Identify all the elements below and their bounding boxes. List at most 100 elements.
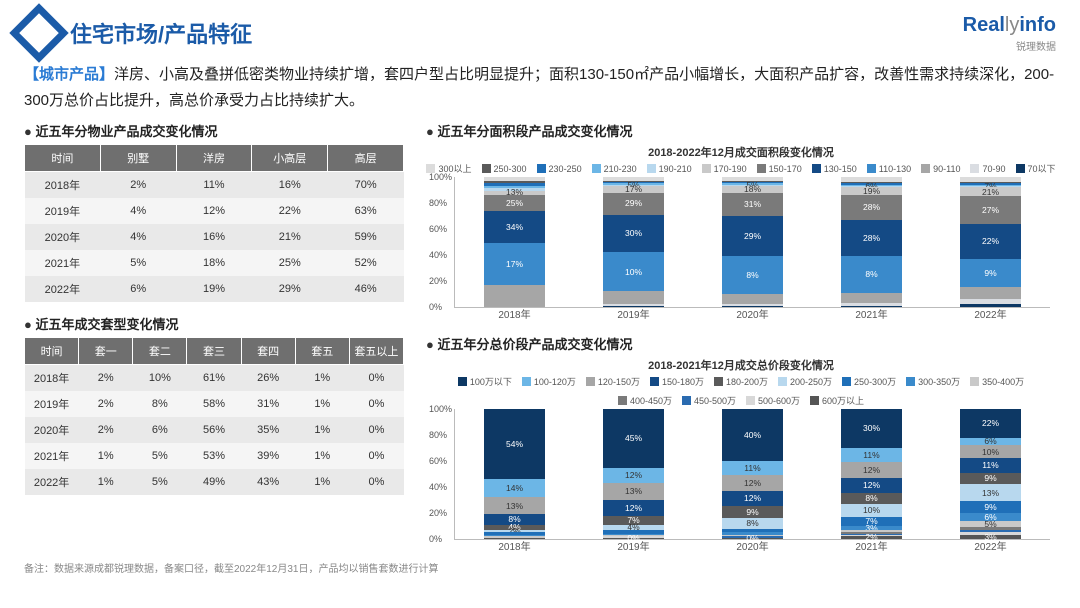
y-tick: 100% bbox=[429, 172, 452, 182]
summary-tag: 【城市产品】 bbox=[24, 66, 114, 83]
segment-label: 10% bbox=[625, 268, 642, 277]
table-cell: 2021年 bbox=[25, 250, 101, 276]
legend-item: 170-190 bbox=[702, 162, 747, 175]
segment-label: 11% bbox=[863, 451, 879, 460]
legend-swatch bbox=[970, 164, 979, 173]
segment-label: 17% bbox=[506, 260, 523, 269]
x-label: 2019年 bbox=[574, 538, 693, 553]
table-cell: 1% bbox=[295, 417, 349, 443]
table-cell: 22% bbox=[252, 198, 328, 224]
chart-column: 6%19%28%28%8%2021年 bbox=[812, 177, 931, 307]
bar-segment: 13% bbox=[960, 484, 1022, 501]
title-main: 住宅市场 bbox=[70, 22, 158, 47]
stacked-bar: 40%11%12%12%9%8%0% bbox=[722, 409, 784, 539]
chart-column: 5%17%29%30%10%2019年 bbox=[574, 177, 693, 307]
legend-swatch bbox=[812, 164, 821, 173]
x-label: 2020年 bbox=[693, 306, 812, 321]
table-cell: 0% bbox=[349, 417, 403, 443]
legend-item: 250-300 bbox=[482, 162, 527, 175]
chart1-legend: 300以上250-300230-250210-230190-210170-190… bbox=[426, 162, 1056, 175]
table-cell: 16% bbox=[252, 172, 328, 199]
table-cell: 1% bbox=[295, 469, 349, 495]
stacked-bar: 7%21%27%22%9% bbox=[960, 177, 1022, 307]
y-tick: 0% bbox=[429, 534, 442, 544]
legend-label: 230-250 bbox=[549, 164, 582, 174]
y-tick: 20% bbox=[429, 508, 447, 518]
segment-label: 29% bbox=[744, 232, 761, 241]
table-cell: 35% bbox=[241, 417, 295, 443]
chart-column: 22%6%10%11%9%13%9%6%5%3%2022年 bbox=[931, 409, 1050, 539]
legend-item: 500-600万 bbox=[746, 394, 800, 407]
segment-label: 31% bbox=[744, 200, 761, 209]
bar-segment: 12% bbox=[841, 478, 903, 494]
x-label: 2018年 bbox=[455, 538, 574, 553]
bar-segment: 11% bbox=[841, 448, 903, 462]
table-cell: 2021年 bbox=[25, 443, 79, 469]
legend-item: 180-200万 bbox=[714, 375, 768, 388]
segment-label: 8% bbox=[746, 271, 758, 280]
segment-label: 13% bbox=[506, 502, 523, 511]
legend-label: 300-350万 bbox=[918, 375, 960, 388]
table-cell: 25% bbox=[252, 250, 328, 276]
logo-sub: 锐理数据 bbox=[1016, 38, 1056, 53]
page-title: 住宅市场/产品特征 bbox=[70, 17, 252, 49]
y-tick: 40% bbox=[429, 250, 447, 260]
bar-segment: 27% bbox=[960, 196, 1022, 223]
segment-label: 12% bbox=[744, 479, 761, 488]
bar-segment: 9% bbox=[960, 259, 1022, 288]
bar-segment: 17% bbox=[484, 243, 546, 286]
segment-label: 10% bbox=[863, 506, 880, 515]
legend-label: 100万以下 bbox=[470, 375, 512, 388]
legend-label: 100-120万 bbox=[534, 375, 576, 388]
table-cell: 2% bbox=[79, 365, 133, 392]
legend-item: 190-210 bbox=[647, 162, 692, 175]
table-cell: 4% bbox=[100, 198, 176, 224]
table-row: 2020年4%16%21%59% bbox=[25, 224, 404, 250]
legend-swatch bbox=[867, 164, 876, 173]
legend-item: 350-400万 bbox=[970, 375, 1024, 388]
y-tick: 0% bbox=[429, 302, 442, 312]
legend-item: 70-90 bbox=[970, 162, 1005, 175]
table-cell: 1% bbox=[79, 443, 133, 469]
bar-segment bbox=[484, 285, 546, 306]
bar-segment: 12% bbox=[722, 491, 784, 507]
legend-item: 100万以下 bbox=[458, 375, 512, 388]
table-header: 高层 bbox=[328, 145, 404, 172]
table-row: 2020年2%6%56%35%1%0% bbox=[25, 417, 404, 443]
segment-label: 9% bbox=[984, 474, 996, 483]
legend-swatch bbox=[906, 377, 915, 386]
y-tick: 20% bbox=[429, 276, 447, 286]
legend-label: 150-170 bbox=[769, 164, 802, 174]
bar-segment: 29% bbox=[603, 193, 665, 215]
table-cell: 8% bbox=[133, 391, 187, 417]
legend-label: 130-150 bbox=[824, 164, 857, 174]
segment-label: 25% bbox=[506, 199, 523, 208]
legend-swatch bbox=[778, 377, 787, 386]
bar-segment bbox=[603, 291, 665, 304]
chart-column: 7%21%27%22%9%2022年 bbox=[931, 177, 1050, 307]
legend-swatch bbox=[537, 164, 546, 173]
bar-segment: 34% bbox=[484, 211, 546, 243]
table-cell: 63% bbox=[328, 198, 404, 224]
table-row: 2019年2%8%58%31%1%0% bbox=[25, 391, 404, 417]
summary-text: 【城市产品】洋房、小高及叠拼低密类物业持续扩增，套四户型占比明显提升；面积130… bbox=[0, 60, 1080, 117]
legend-item: 70以下 bbox=[1016, 162, 1056, 175]
stacked-bar: 5%18%31%29%8% bbox=[722, 177, 784, 307]
y-tick: 60% bbox=[429, 456, 447, 466]
bar-segment: 22% bbox=[960, 409, 1022, 438]
legend-swatch bbox=[970, 377, 979, 386]
legend-item: 110-130 bbox=[867, 162, 911, 175]
stacked-bar: 5%17%29%30%10% bbox=[603, 177, 665, 307]
legend-swatch bbox=[592, 164, 601, 173]
legend-label: 90-110 bbox=[933, 164, 960, 174]
legend-label: 190-210 bbox=[659, 164, 692, 174]
y-tick: 80% bbox=[429, 430, 447, 440]
legend-item: 200-250万 bbox=[778, 375, 832, 388]
stacked-bar: 6%19%28%28%8% bbox=[841, 177, 903, 307]
legend-swatch bbox=[746, 396, 755, 405]
legend-swatch bbox=[702, 164, 711, 173]
legend-label: 250-300万 bbox=[854, 375, 896, 388]
chart-column: 13%25%34%17%2018年 bbox=[455, 177, 574, 307]
bar-segment: 8% bbox=[722, 518, 784, 528]
legend-item: 130-150 bbox=[812, 162, 857, 175]
